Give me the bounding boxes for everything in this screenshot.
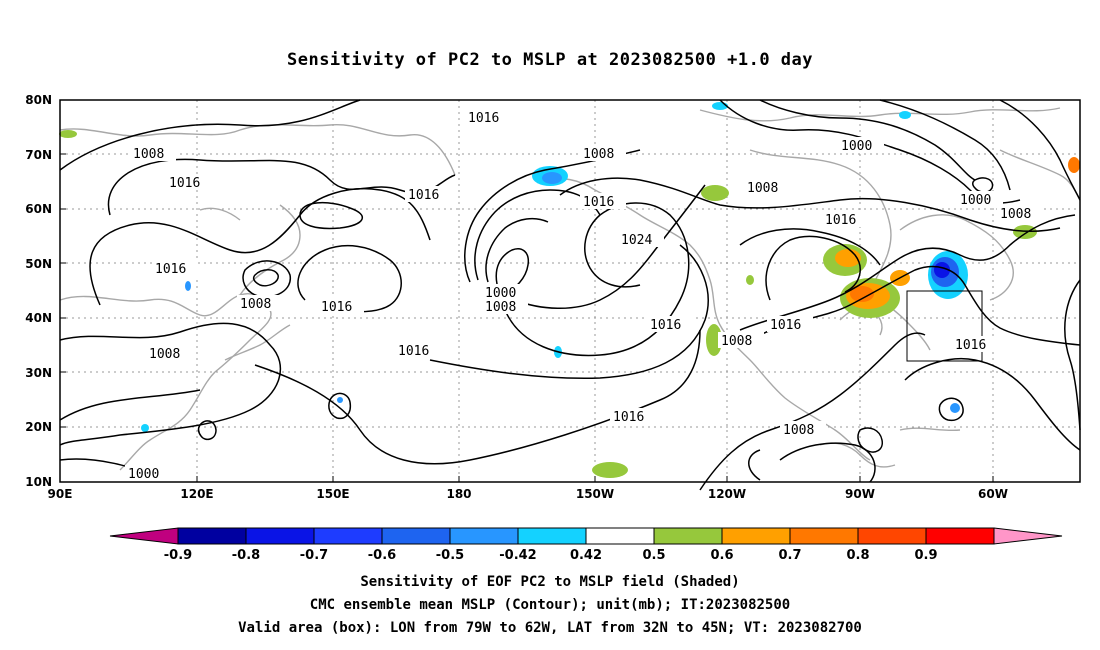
contour-label: 1008 bbox=[583, 147, 614, 162]
contour-label: 1016 bbox=[398, 344, 429, 359]
colorbar-tick-label: 0.9 bbox=[914, 548, 937, 563]
colorbar-swatch bbox=[449, 527, 519, 545]
lon-label: 120E bbox=[180, 487, 213, 501]
colorbar-max-arrow bbox=[993, 527, 1063, 545]
colorbar-swatch bbox=[789, 527, 859, 545]
colorbar-tick-label: -0.8 bbox=[232, 548, 260, 563]
contour-labels: 1016 1008 1016 1008 1000 1016 1016 1008 … bbox=[125, 109, 1043, 482]
colorbar-tick-label: -0.42 bbox=[499, 548, 536, 563]
contour-label: 1000 bbox=[841, 139, 872, 154]
colorbar-min-arrow bbox=[109, 527, 179, 545]
axis-ticks bbox=[60, 153, 994, 482]
lat-label: 10N bbox=[25, 475, 52, 489]
colorbar-tick-label: 0.8 bbox=[846, 548, 869, 563]
colorbar-swatch bbox=[245, 527, 315, 545]
map-frame bbox=[59, 99, 1081, 483]
lat-label: 40N bbox=[25, 311, 52, 325]
colorbar-tick-label: 0.5 bbox=[642, 548, 665, 563]
contour-label: 1016 bbox=[408, 188, 439, 203]
contour-label: 1016 bbox=[613, 410, 644, 425]
contour-label: 1016 bbox=[155, 262, 186, 277]
contour-label: 1016 bbox=[825, 213, 856, 228]
lat-label: 50N bbox=[25, 257, 52, 271]
colorbar-swatch bbox=[721, 527, 791, 545]
contour-label: 1000 bbox=[960, 193, 991, 208]
colorbar: -0.9 -0.8 -0.7 -0.6 -0.5 -0.42 0.42 0.5 0.6 0.7 0.… bbox=[109, 527, 1063, 563]
colorbar-swatch bbox=[381, 527, 451, 545]
contour-label: 1008 bbox=[485, 300, 516, 315]
colorbar-swatch bbox=[177, 527, 247, 545]
grid-lines bbox=[60, 100, 1080, 482]
contour-label: 1008 bbox=[133, 147, 164, 162]
colorbar-tick-label: 0.7 bbox=[778, 548, 801, 563]
valid-area-box bbox=[906, 290, 983, 362]
lon-label: 90W bbox=[845, 487, 875, 501]
lon-label: 120W bbox=[708, 487, 746, 501]
colorbar-tick-label: 0.42 bbox=[570, 548, 602, 563]
colorbar-tick-label: 0.6 bbox=[710, 548, 733, 563]
contour-label: 1016 bbox=[169, 176, 200, 191]
latitude-labels: 80N 70N 60N 50N 40N 30N 20N 10N bbox=[25, 93, 52, 489]
lon-label: 60W bbox=[978, 487, 1008, 501]
colorbar-tick-label: -0.5 bbox=[436, 548, 464, 563]
contour-label: 1024 bbox=[621, 233, 652, 248]
contour-label: 1008 bbox=[783, 423, 814, 438]
colorbar-tick-label: -0.6 bbox=[368, 548, 396, 563]
caption-line-2: CMC ensemble mean MSLP (Contour); unit(m… bbox=[309, 597, 791, 613]
contour-label: 1008 bbox=[721, 334, 752, 349]
sensitivity-shading bbox=[59, 102, 1080, 478]
contour-label: 1016 bbox=[468, 111, 499, 126]
contour-label: 1008 bbox=[1000, 207, 1031, 222]
colorbar-tick-label: -0.7 bbox=[300, 548, 328, 563]
chart-title: Sensitivity of PC2 to MSLP at 2023082500… bbox=[286, 50, 813, 70]
coastlines bbox=[59, 107, 1081, 471]
contour-label: 1016 bbox=[770, 318, 801, 333]
contour-label: 1016 bbox=[321, 300, 352, 315]
contour-label: 1000 bbox=[485, 286, 516, 301]
lat-label: 80N bbox=[25, 93, 52, 107]
contour-label: 1000 bbox=[128, 467, 159, 482]
colorbar-swatch bbox=[585, 527, 655, 545]
lat-label: 70N bbox=[25, 148, 52, 162]
lat-label: 60N bbox=[25, 202, 52, 216]
caption-line-1: Sensitivity of EOF PC2 to MSLP field (Sh… bbox=[360, 574, 740, 590]
colorbar-swatch bbox=[313, 527, 383, 545]
lon-label: 150E bbox=[316, 487, 349, 501]
colorbar-swatch bbox=[653, 527, 723, 545]
colorbar-swatch bbox=[925, 527, 995, 545]
contour-label: 1016 bbox=[583, 195, 614, 210]
caption-line-3: Valid area (box): LON from 79W to 62W, L… bbox=[238, 620, 862, 636]
contour-label: 1016 bbox=[955, 338, 986, 353]
lat-label: 20N bbox=[25, 420, 52, 434]
lon-label: 150W bbox=[576, 487, 614, 501]
colorbar-tick-label: -0.9 bbox=[164, 548, 192, 563]
lon-label: 180 bbox=[446, 487, 471, 501]
lat-label: 30N bbox=[25, 366, 52, 380]
contour-label: 1016 bbox=[650, 318, 681, 333]
contour-label: 1008 bbox=[747, 181, 778, 196]
contour-label: 1008 bbox=[149, 347, 180, 362]
longitude-labels: 90E 120E 150E 180 150W 120W 90W 60W bbox=[48, 487, 1008, 501]
lon-label: 90E bbox=[48, 487, 73, 501]
colorbar-swatch bbox=[517, 527, 587, 545]
colorbar-swatch bbox=[857, 527, 927, 545]
contour-label: 1008 bbox=[240, 297, 271, 312]
